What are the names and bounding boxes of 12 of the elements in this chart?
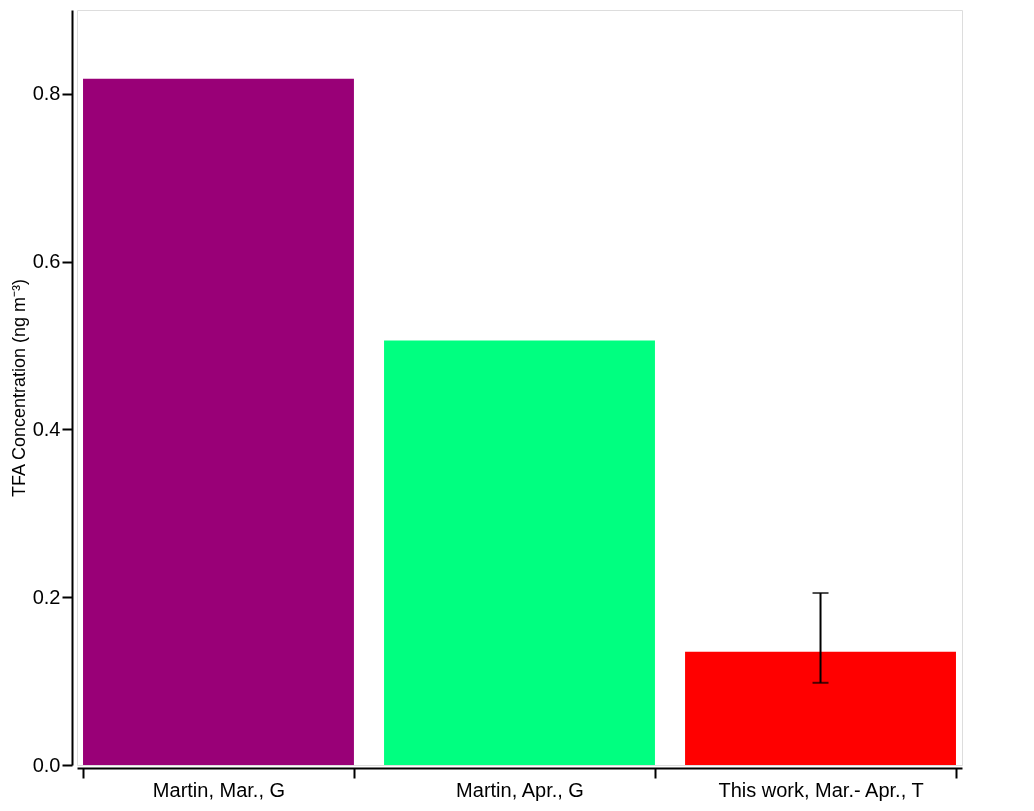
bar	[685, 651, 956, 765]
bar	[83, 78, 354, 765]
y-tick-label: 0.4	[32, 417, 61, 440]
y-axis-title: TFA Concentration (ng m⁻³)	[8, 278, 29, 498]
x-tick-label: Martin, Mar., G	[152, 778, 286, 801]
x-tick-label: Martin, Apr., G	[456, 778, 584, 801]
y-tick-label: 0.8	[32, 82, 61, 105]
x-tick-label: This work, Mar.- Apr., T	[718, 778, 924, 801]
y-tick-label: 0.2	[32, 585, 61, 608]
y-tick-label: 0.0	[32, 753, 61, 776]
bar	[384, 340, 655, 765]
y-tick-label: 0.6	[32, 250, 61, 273]
